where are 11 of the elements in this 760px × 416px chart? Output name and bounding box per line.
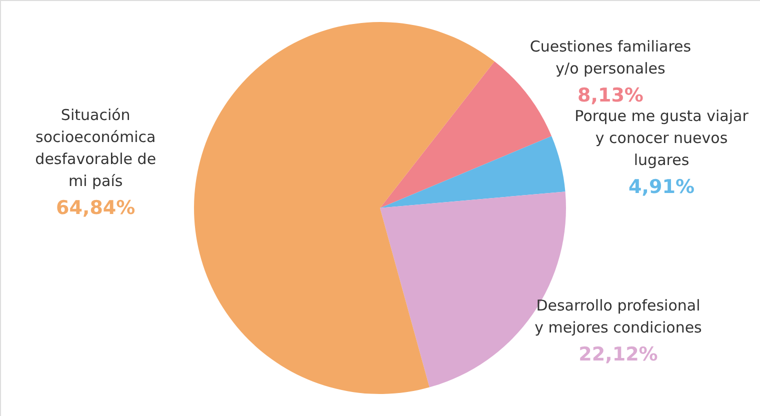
data-label: 4,91% (628, 176, 694, 198)
pie-slice (194, 22, 495, 394)
slice-label: Situación socioeconómica desfavorable de mi país (35, 106, 156, 190)
slice-label: Desarrollo profesional y mejores condiciones (534, 296, 702, 336)
pie-slice (380, 61, 552, 208)
data-label: 8,13% (578, 84, 644, 106)
pie-slice (380, 136, 566, 208)
slice-label: Porque me gusta viajar y conocer nuevos lugares (574, 107, 750, 170)
data-label: 64,84% (56, 196, 136, 219)
slice-label: Cuestiones familiares y/o personales (530, 37, 692, 78)
data-label: 22,12% (578, 343, 658, 366)
